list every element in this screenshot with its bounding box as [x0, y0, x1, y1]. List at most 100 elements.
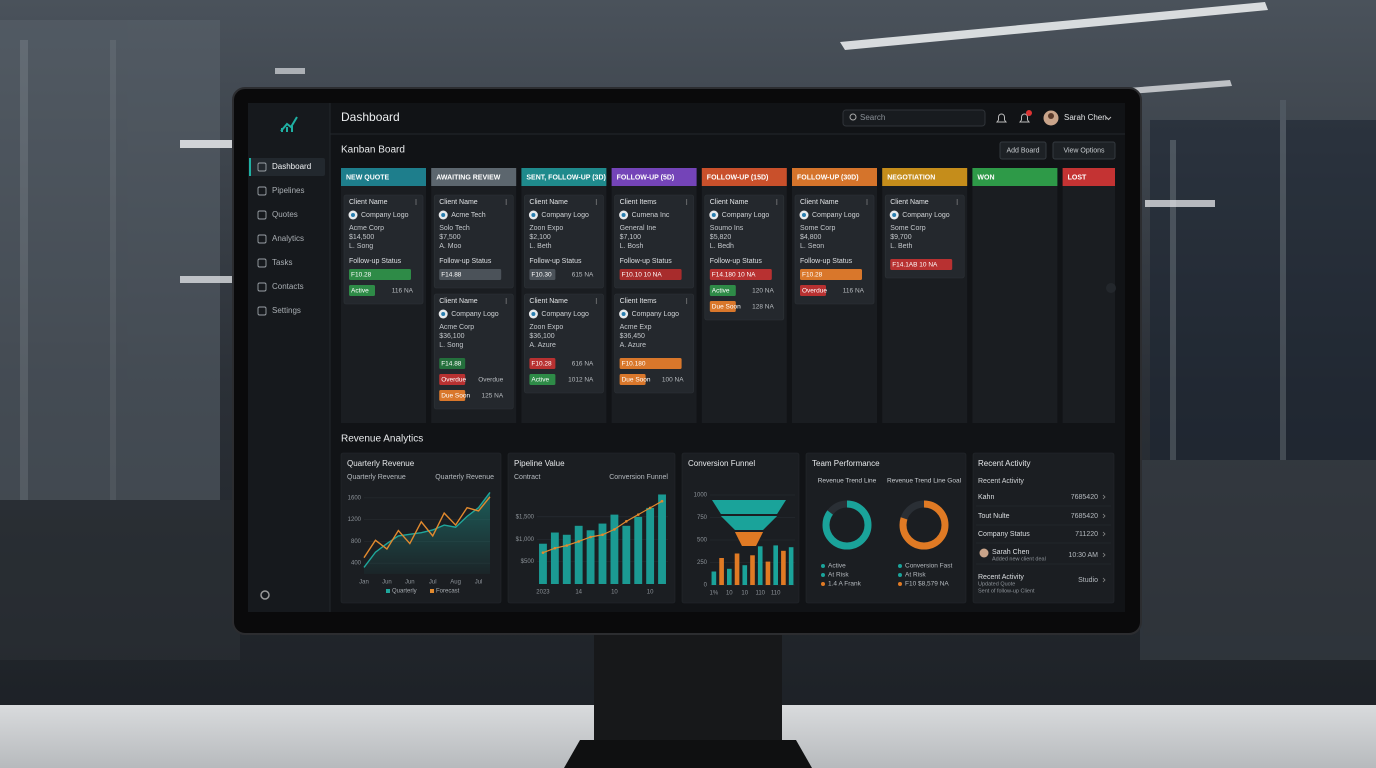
activity-value: 7685420: [1071, 494, 1098, 501]
button-bg[interactable]: [1052, 141, 1116, 160]
status-pill-text: Active: [351, 288, 369, 295]
column-header: [341, 168, 426, 186]
y-tick-label: 750: [697, 515, 708, 521]
search-input[interactable]: Search: [860, 113, 885, 122]
kanban-card[interactable]: Client Name Acme Tech Solo Tech $7,500 A. Mo…: [433, 194, 514, 289]
kanban-card[interactable]: Client Name Company Logo Acme Corp $36,100 L…: [433, 293, 514, 410]
trend-point: [541, 551, 545, 554]
company-logo-inner: [892, 213, 897, 217]
column-title: FOLLOW-UP (15D): [707, 174, 769, 181]
status-pill-text: Due Soon: [622, 377, 651, 384]
card-line: L. Song: [439, 342, 463, 349]
status-pill: [529, 374, 556, 385]
card-menu-dot: [505, 300, 507, 302]
card-line: Some Corp: [800, 225, 836, 232]
legend-swatch: [430, 589, 434, 593]
kanban-card[interactable]: Client Items Cumena Inc General Ine $7,100 L…: [614, 194, 694, 289]
card-label: Client Name: [890, 199, 929, 206]
nav-item[interactable]: Tasks: [272, 258, 292, 267]
card-status-label: Follow-up Status: [620, 258, 673, 265]
y-tick-label: 1200: [348, 517, 362, 523]
card-line: L. Seon: [800, 243, 824, 250]
card-line: Acme Corp: [349, 225, 384, 232]
nav-item[interactable]: Dashboard: [272, 162, 311, 171]
status-pill-text: F10.30: [531, 272, 552, 279]
trend-point: [565, 544, 569, 547]
kanban-card[interactable]: Client Name Company Logo Soumo Ins $5,820 L.…: [704, 194, 785, 321]
kanban-card[interactable]: Client Items Company Logo Acme Exp $36,450 A…: [614, 293, 694, 394]
x-tick-label: 10: [741, 591, 748, 597]
bar: [734, 553, 740, 585]
nav-item[interactable]: Settings: [272, 306, 301, 315]
card-label: Client Name: [710, 199, 749, 206]
card-menu-dot: [956, 201, 958, 203]
card-menu-dot: [415, 199, 417, 201]
card-menu-dot: [686, 201, 688, 203]
row-chevron: [1102, 531, 1106, 537]
monitor-stand: [564, 630, 812, 768]
column-title: SENT, FOLLOW-UP (3D): [526, 174, 605, 181]
nav-item[interactable]: Contacts: [272, 282, 304, 291]
card-line: $7,100: [620, 234, 642, 241]
activity-name: Recent Activity: [978, 574, 1024, 581]
nav-icon: [257, 306, 267, 316]
status-pill: [439, 269, 502, 280]
kanban-card[interactable]: Client Name Company Logo Some Corp $9,700 L.…: [884, 194, 965, 279]
status-pill-text: F14.180 10 NA: [712, 272, 756, 279]
app-ui: Dashboard Search Sarah Chen Dashboard Pipeli…: [249, 110, 1116, 604]
card-menu-dot: [505, 302, 507, 304]
legend-dot: [821, 573, 825, 577]
nav-item[interactable]: Analytics: [272, 234, 304, 243]
legend-dot: [821, 582, 825, 586]
card-menu-dot: [776, 201, 778, 203]
nav-item[interactable]: Quotes: [272, 210, 298, 219]
card-label: Client Items: [620, 298, 657, 305]
kanban-card[interactable]: Client Name Company Logo Some Corp $4,800 L.…: [794, 194, 875, 305]
bar: [610, 514, 619, 584]
activity-name: Kahn: [978, 494, 994, 501]
avatar: [979, 548, 989, 558]
status-pill-text: F10.28: [531, 361, 552, 368]
y-tick-label: $500: [521, 559, 535, 565]
card-menu-dot: [776, 203, 778, 205]
bar: [719, 558, 724, 585]
company-logo-inner: [621, 312, 626, 316]
card-menu-dot: [505, 298, 507, 300]
nav-item[interactable]: Pipelines: [272, 186, 304, 195]
app-logo: [280, 116, 298, 132]
button-bg[interactable]: [999, 141, 1047, 160]
status-pill-text: F10.28: [351, 272, 372, 279]
button-label[interactable]: View Options: [1063, 147, 1105, 154]
kanban-card[interactable]: Client Name Company Logo Zoon Expo $2,100 L.…: [524, 194, 604, 289]
legend-label: Conversion Fast: [905, 563, 953, 570]
column-header: [611, 168, 697, 186]
status-pill-text: Overdue: [441, 377, 466, 384]
legend-dot: [821, 564, 825, 568]
trend-point: [601, 533, 604, 537]
panel: [972, 452, 1115, 604]
nav-icon: [257, 258, 267, 268]
kanban-card[interactable]: Client Name Company Logo Acme Corp $14,500 L…: [343, 194, 424, 305]
panel-title: Quarterly Revenue: [347, 459, 415, 468]
y-tick-label: 400: [351, 561, 362, 567]
user-name[interactable]: Sarah Chen: [1064, 113, 1107, 122]
card-line: $36,450: [620, 333, 645, 340]
x-tick-label: 1%: [710, 591, 719, 597]
button-label[interactable]: Add Board: [1006, 147, 1039, 154]
scroll-arrow[interactable]: [1106, 283, 1116, 293]
x-tick-label: 110: [755, 591, 765, 597]
bar: [586, 530, 595, 584]
row-chevron: [1102, 494, 1106, 500]
card-menu-dot: [686, 199, 688, 201]
card-line: Some Corp: [890, 225, 926, 232]
status-pill: [619, 374, 646, 385]
activity-value: Studio: [1078, 577, 1098, 584]
activity-name: Tout Nulte: [978, 513, 1010, 520]
kanban-card[interactable]: Client Name Company Logo Zoon Expo $36,100 A…: [524, 293, 604, 394]
company-logo-inner: [621, 213, 626, 217]
header-icons: [842, 109, 1112, 127]
column-header: [792, 168, 877, 186]
settings-gear: [260, 590, 270, 600]
card-menu-dot: [866, 203, 868, 205]
